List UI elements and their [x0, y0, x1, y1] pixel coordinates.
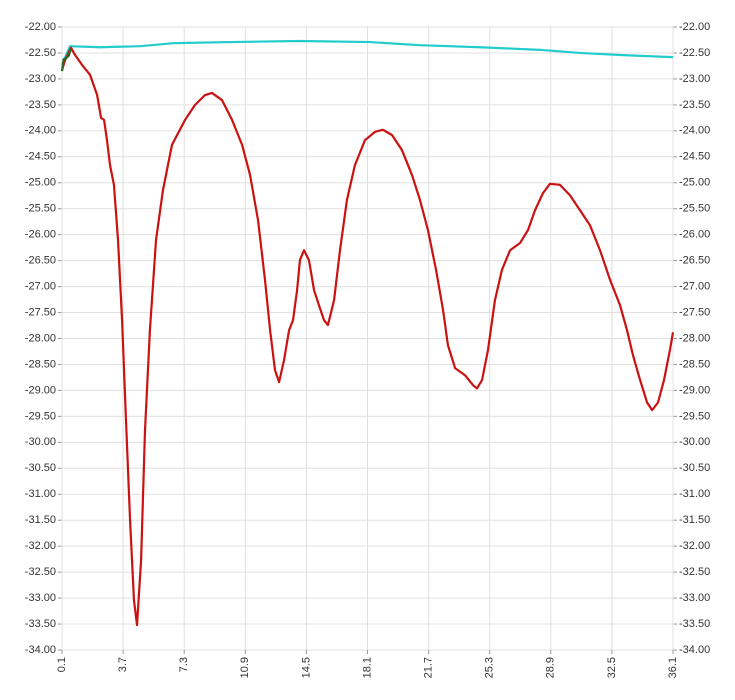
y-tick-label: -28.50	[25, 358, 56, 370]
y2-tick-label: -32.50	[679, 566, 710, 578]
y-tick-label: -23.50	[25, 99, 56, 111]
y2-tick-label: -30.00	[679, 436, 710, 448]
x-tick-label: 32.5	[606, 657, 618, 678]
y-tick-label: -24.00	[25, 125, 56, 137]
y-tick-label: -25.00	[25, 177, 56, 189]
y2-tick-label: -23.50	[679, 99, 710, 111]
x-tick-label: 21.7	[423, 657, 435, 678]
y2-tick-label: -24.50	[679, 151, 710, 163]
series-line	[60, 46, 675, 627]
y2-tick-label: -22.50	[679, 47, 710, 59]
x-tick-label: 14.5	[300, 657, 312, 678]
y2-tick-label: -31.00	[679, 488, 710, 500]
y2-tick-label: -28.50	[679, 358, 710, 370]
y2-tick-label: -33.50	[679, 618, 710, 630]
y-tick-label: -24.50	[25, 151, 56, 163]
y2-tick-label: -28.00	[679, 332, 710, 344]
x-tick-label: 0.1	[56, 657, 68, 672]
y-tick-label: -26.00	[25, 229, 56, 241]
y2-tick-label: -25.00	[679, 177, 710, 189]
y2-tick-label: -22.00	[679, 21, 710, 33]
y-tick-label: -31.00	[25, 488, 56, 500]
y-tick-label: -34.00	[25, 644, 56, 656]
y2-tick-label: -24.00	[679, 125, 710, 137]
y2-tick-label: -34.00	[679, 644, 710, 656]
y-tick-label: -32.50	[25, 566, 56, 578]
y-tick-label: -29.50	[25, 410, 56, 422]
x-tick-label: 18.1	[361, 657, 373, 678]
x-tick-label: 10.9	[239, 657, 251, 678]
y2-tick-label: -25.50	[679, 203, 710, 215]
y2-tick-label: -27.50	[679, 306, 710, 318]
x-tick-label: 28.9	[545, 657, 557, 678]
y-tick-label: -30.00	[25, 436, 56, 448]
y-tick-label: -33.00	[25, 592, 56, 604]
y2-tick-label: -29.00	[679, 384, 710, 396]
y2-tick-label: -29.50	[679, 410, 710, 422]
x-tick-label: 36.1	[667, 657, 679, 678]
y2-tick-label: -23.00	[679, 73, 710, 85]
y-tick-label: -23.00	[25, 73, 56, 85]
y-tick-label: -31.50	[25, 514, 56, 526]
y-tick-label: -29.00	[25, 384, 56, 396]
y-tick-label: -26.50	[25, 255, 56, 267]
x-tick-label: 25.3	[484, 657, 496, 678]
x-tick-label: 7.3	[178, 657, 190, 672]
x-tick-label: 3.7	[117, 657, 129, 672]
y2-tick-label: -33.00	[679, 592, 710, 604]
y-tick-label: -28.00	[25, 332, 56, 344]
y-tick-label: -22.00	[25, 21, 56, 33]
y-tick-label: -30.50	[25, 462, 56, 474]
y2-tick-label: -31.50	[679, 514, 710, 526]
y2-tick-label: -26.50	[679, 255, 710, 267]
y2-tick-label: -27.00	[679, 280, 710, 292]
y-tick-label: -32.00	[25, 540, 56, 552]
y2-tick-label: -26.00	[679, 229, 710, 241]
y-tick-label: -22.50	[25, 47, 56, 59]
y2-tick-label: -32.00	[679, 540, 710, 552]
y2-tick-label: -30.50	[679, 462, 710, 474]
y-tick-label: -27.00	[25, 280, 56, 292]
series-line	[60, 48, 73, 72]
y-tick-label: -27.50	[25, 306, 56, 318]
y-tick-label: -25.50	[25, 203, 56, 215]
y-tick-label: -33.50	[25, 618, 56, 630]
series-line	[60, 39, 674, 66]
